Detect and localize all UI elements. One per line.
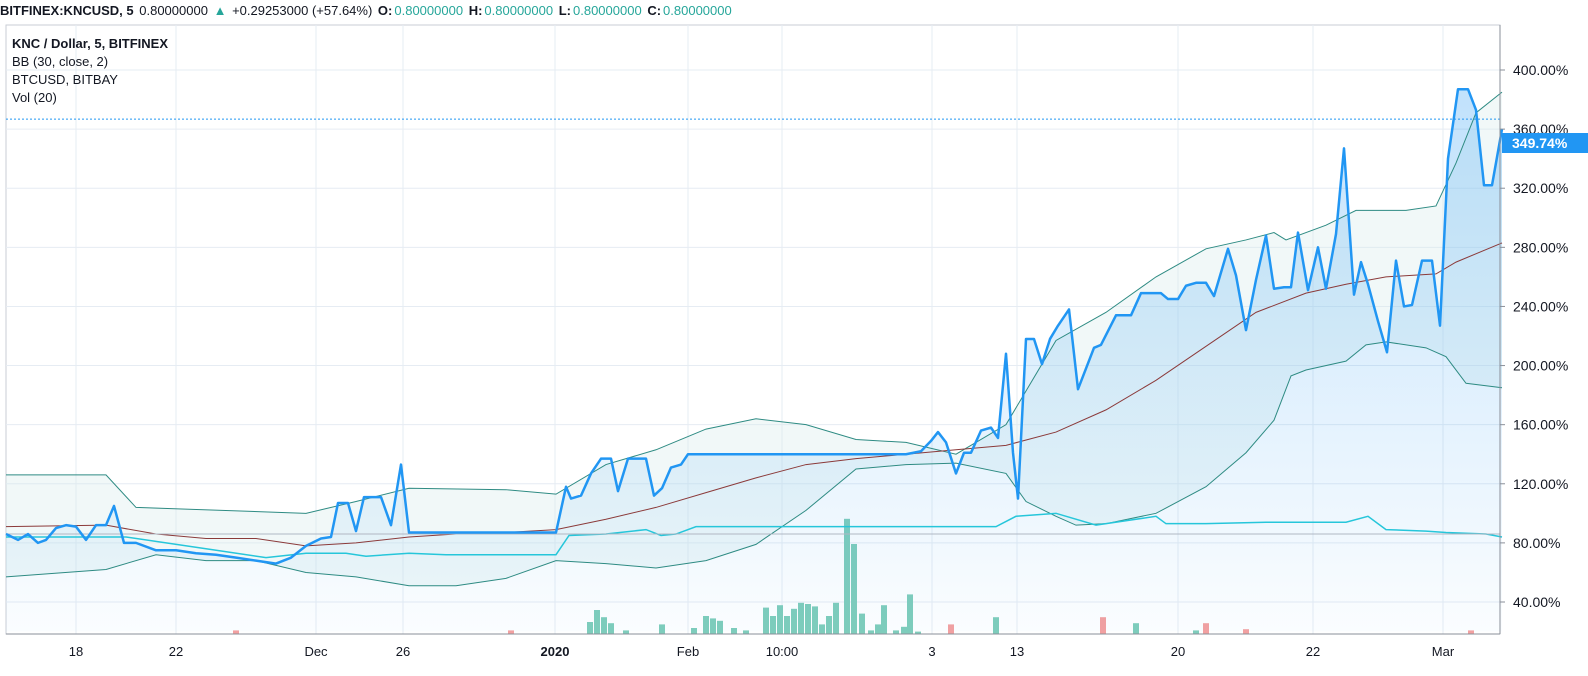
close-value: 0.80000000 — [663, 3, 732, 18]
time-tick-label: 2020 — [541, 644, 570, 659]
bollinger-bands — [6, 89, 1502, 632]
open-value: 0.80000000 — [394, 3, 464, 18]
low-label: L: — [558, 3, 571, 18]
open-label: O: — [377, 3, 393, 18]
low-value: 0.80000000 — [573, 3, 642, 18]
close-label: C: — [647, 3, 662, 18]
legend-bb[interactable]: BB (30, close, 2) — [12, 54, 109, 69]
volume-bar-down — [1243, 629, 1249, 634]
symbol-header: BITFINEX:KNCUSD, 5 0.80000000 ▲ +0.29253… — [0, 0, 1588, 22]
volume-bar-up — [868, 630, 874, 634]
high-value: 0.80000000 — [484, 3, 554, 18]
time-axis[interactable]: 18 22 Dec 26 2020 Feb 10:00 3 13 20 22 Mar — [6, 633, 1500, 659]
time-tick-label: 22 — [1306, 644, 1320, 659]
volume-bar-up — [893, 630, 899, 634]
symbol-name[interactable]: BITFINEX:KNCUSD, 5 — [0, 3, 134, 18]
volume-bar-up — [743, 630, 749, 634]
price-area — [6, 89, 1502, 632]
volume-bar-down — [1468, 630, 1474, 634]
price-axis[interactable]: 40.00% 80.00% 120.00% 160.00% 200.00% 240.00%… — [1499, 25, 1588, 634]
volume-bar-down — [508, 630, 514, 634]
volume-bar-up — [1193, 630, 1199, 634]
price-tick-label: 80.00% — [1513, 535, 1560, 551]
time-tick-label: 10:00 — [766, 644, 799, 659]
price-tick-label: 320.00% — [1513, 180, 1568, 196]
price-tag-label: 349.74% — [1512, 135, 1568, 151]
price-tick-label: 240.00% — [1513, 298, 1568, 314]
legend-title[interactable]: KNC / Dollar, 5, BITFINEX — [12, 36, 169, 51]
time-tick-label: 18 — [69, 644, 83, 659]
time-tick-label: Feb — [677, 644, 699, 659]
series-lines — [5, 87, 1504, 587]
compare-line — [6, 512, 1503, 559]
price-tick-label: 160.00% — [1513, 417, 1568, 433]
main-price-line — [5, 87, 1504, 565]
volume-bar-up — [915, 631, 921, 634]
price-tick-label: 120.00% — [1513, 476, 1568, 492]
legend-compare[interactable]: BTCUSD, BITBAY — [12, 72, 118, 87]
time-tick-label: Mar — [1432, 644, 1455, 659]
price-tick-label: 280.00% — [1513, 239, 1568, 255]
time-tick-label: 22 — [169, 644, 183, 659]
price-tick-label: 200.00% — [1513, 358, 1568, 374]
up-triangle-icon: ▲ — [213, 3, 227, 18]
bb-lower-line — [5, 341, 1503, 587]
price-change: +0.29253000 (+57.64%) — [232, 3, 373, 18]
price-chart[interactable]: 40.00% 80.00% 120.00% 160.00% 200.00% 240.00%… — [0, 22, 1588, 676]
price-tick-label: 40.00% — [1513, 594, 1560, 610]
time-tick-label: 13 — [1010, 644, 1024, 659]
chart-legend: KNC / Dollar, 5, BITFINEX BB (30, close,… — [12, 35, 168, 107]
bb-upper-line — [6, 91, 1503, 514]
time-tick-label: Dec — [304, 644, 328, 659]
legend-volume[interactable]: Vol (20) — [12, 90, 57, 105]
price-tag — [1502, 133, 1588, 153]
last-price: 0.80000000 — [139, 3, 208, 18]
high-label: H: — [468, 3, 483, 18]
time-tick-label: 3 — [928, 644, 935, 659]
volume-bar-down — [233, 630, 239, 634]
time-tick-label: 20 — [1171, 644, 1185, 659]
volume-bar-up — [623, 630, 629, 634]
price-tick-label: 400.00% — [1513, 62, 1568, 78]
time-tick-label: 26 — [396, 644, 410, 659]
